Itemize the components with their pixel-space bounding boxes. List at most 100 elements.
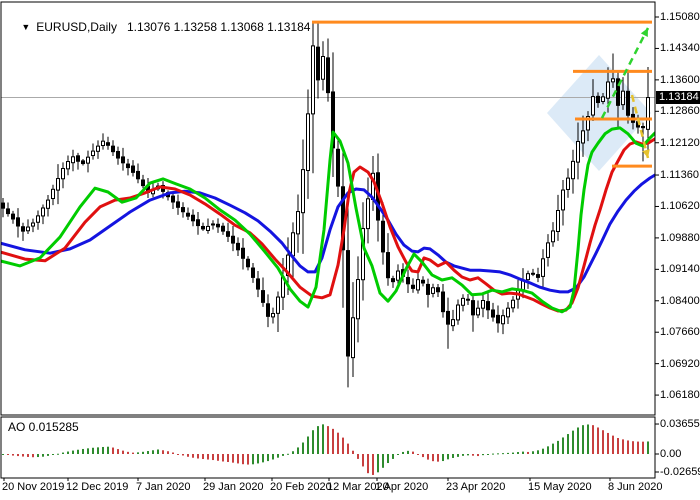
candle bbox=[306, 89, 310, 199]
ao-axis-label: 0.036558 bbox=[660, 418, 700, 431]
candle bbox=[391, 275, 395, 288]
candle-body bbox=[406, 276, 410, 285]
candle-body bbox=[206, 225, 210, 231]
candle bbox=[206, 218, 210, 234]
candle-body bbox=[66, 161, 70, 170]
candle-body bbox=[461, 297, 465, 306]
candle bbox=[556, 194, 560, 241]
ao-bar bbox=[242, 454, 244, 465]
candle bbox=[316, 22, 320, 99]
candle bbox=[251, 263, 255, 283]
candle-body bbox=[261, 290, 265, 303]
ao-bar bbox=[422, 454, 424, 458]
ao-bar bbox=[77, 449, 79, 454]
candle bbox=[396, 264, 400, 284]
candle-body bbox=[101, 140, 105, 147]
candle bbox=[426, 278, 430, 308]
candle bbox=[91, 143, 95, 160]
ao-bar bbox=[482, 454, 484, 456]
candle bbox=[276, 291, 280, 333]
candle-body bbox=[351, 317, 355, 359]
candle bbox=[601, 92, 605, 105]
ao-bar bbox=[597, 427, 599, 454]
candle-body bbox=[26, 226, 30, 232]
ao-bar bbox=[322, 424, 324, 454]
price-axis-label: 1.06180 bbox=[660, 389, 700, 402]
candle-body bbox=[481, 300, 485, 309]
candle bbox=[511, 296, 515, 313]
ao-bar bbox=[632, 441, 634, 454]
ao-bar bbox=[207, 454, 209, 460]
ao-bar bbox=[112, 447, 114, 454]
ao-bar bbox=[307, 436, 309, 454]
ao-bar bbox=[332, 428, 334, 454]
price-axis-label: 1.12860 bbox=[660, 105, 700, 118]
symbol-dropdown-icon[interactable]: ▼ bbox=[21, 22, 31, 32]
ao-bar bbox=[287, 453, 289, 455]
ao-bar bbox=[222, 454, 224, 462]
diamond-highlight bbox=[547, 55, 651, 171]
ao-bar bbox=[367, 454, 369, 474]
ohlc-values: 1.13076 1.13258 1.13068 1.13184 bbox=[126, 20, 311, 34]
candle bbox=[46, 195, 50, 217]
ao-bar bbox=[577, 427, 579, 454]
ao-bar bbox=[627, 440, 629, 454]
candle bbox=[111, 140, 115, 157]
ao-bar bbox=[507, 452, 509, 454]
candle bbox=[596, 92, 600, 108]
candle bbox=[506, 302, 510, 325]
candle-body bbox=[381, 220, 385, 253]
candle-body bbox=[46, 199, 50, 209]
candle-body bbox=[611, 78, 615, 83]
candle-body bbox=[596, 95, 600, 104]
candle bbox=[421, 276, 425, 287]
candle-body bbox=[61, 168, 65, 180]
candle bbox=[121, 147, 125, 171]
candle-body bbox=[196, 219, 200, 227]
ao-bar bbox=[502, 453, 504, 455]
candle bbox=[366, 177, 370, 244]
ao-bar bbox=[82, 448, 84, 454]
ao-bar bbox=[412, 451, 414, 454]
ao-bar bbox=[212, 454, 214, 461]
ao-bar bbox=[467, 454, 469, 456]
ao-bar bbox=[347, 443, 349, 454]
candle-body bbox=[31, 222, 35, 227]
ao-bar bbox=[572, 430, 574, 454]
candle bbox=[406, 269, 410, 293]
ao-bar bbox=[172, 452, 174, 454]
candle-body bbox=[256, 278, 260, 290]
ao-bar bbox=[67, 451, 69, 454]
candle bbox=[96, 140, 100, 159]
ao-bar bbox=[302, 442, 304, 454]
candle-body bbox=[21, 226, 25, 232]
ao-bar bbox=[472, 454, 474, 456]
chart-header: ▼ EURUSD,Daily 1.13076 1.13258 1.13068 1.1… bbox=[8, 6, 310, 48]
symbol-timeframe-label: EURUSD,Daily bbox=[36, 20, 117, 34]
candle-body bbox=[551, 230, 555, 243]
candle bbox=[386, 233, 390, 286]
candle-body bbox=[216, 223, 220, 228]
candle bbox=[181, 202, 185, 218]
price-axis-label: 1.13600 bbox=[660, 73, 700, 86]
ao-bar bbox=[277, 454, 279, 458]
price-axis-label: 1.09880 bbox=[660, 231, 700, 244]
ao-bar bbox=[612, 435, 614, 454]
candle bbox=[116, 146, 120, 165]
candle-body bbox=[476, 307, 480, 316]
candle bbox=[526, 270, 530, 289]
candle-body bbox=[316, 46, 320, 81]
ao-bar bbox=[547, 446, 549, 454]
candle-body bbox=[441, 291, 445, 313]
candle bbox=[521, 268, 525, 299]
ao-bar bbox=[162, 450, 164, 454]
candle bbox=[481, 294, 485, 318]
ao-bar bbox=[97, 447, 99, 454]
candle-body bbox=[581, 130, 585, 144]
ao-bar bbox=[357, 454, 359, 459]
price-pane-border bbox=[0, 1, 656, 416]
candle bbox=[1, 197, 5, 218]
candle bbox=[471, 296, 475, 332]
